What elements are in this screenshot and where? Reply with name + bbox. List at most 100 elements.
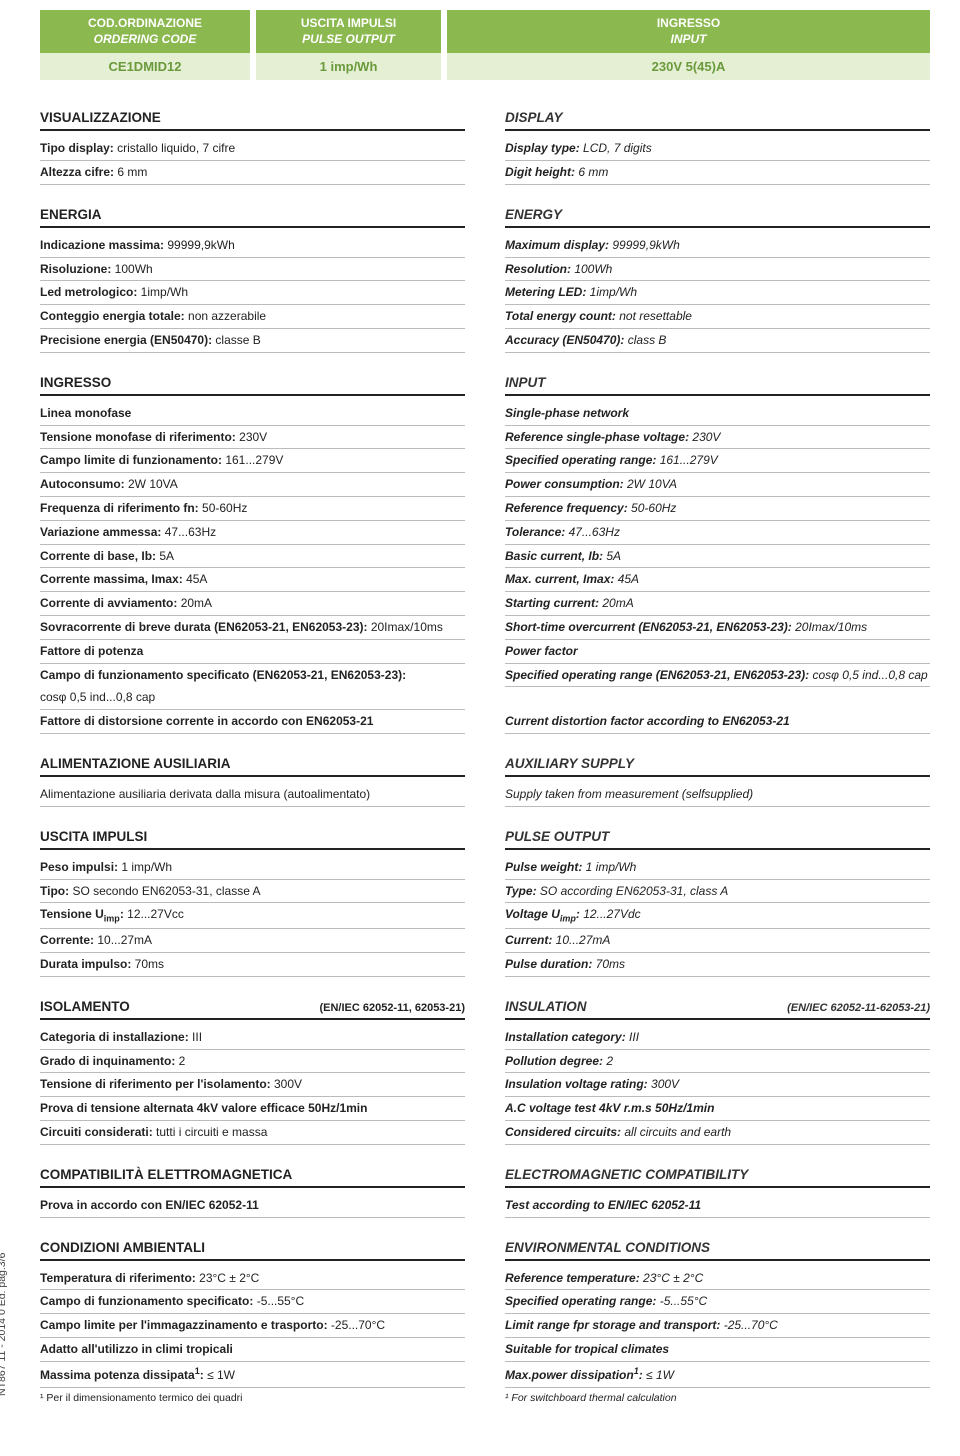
spec-section: ALIMENTAZIONE AUSILIARIAAlimentazione au… bbox=[40, 756, 465, 807]
section-heading: ALIMENTAZIONE AUSILIARIA bbox=[40, 756, 465, 777]
spec-value: 10...27mA bbox=[94, 933, 152, 947]
section-heading: COMPATIBILITÀ ELETTROMAGNETICA bbox=[40, 1167, 465, 1188]
spec-label: Tipo display: bbox=[40, 141, 114, 155]
spec-label: Specified operating range (EN62053-21, E… bbox=[505, 668, 809, 682]
spec-value: 99999,9kWh bbox=[164, 238, 235, 252]
spec-row: cosφ 0,5 ind...0,8 cap bbox=[40, 686, 465, 710]
spec-row: Categoria di installazione: III bbox=[40, 1026, 465, 1050]
spec-label: Fattore di distorsione corrente in accor… bbox=[40, 714, 373, 728]
spec-value: 2 bbox=[175, 1054, 185, 1068]
spec-label: Campo di funzionamento specificato (EN62… bbox=[40, 668, 406, 682]
spec-row: Risoluzione: 100Wh bbox=[40, 258, 465, 282]
header-table: COD.ORDINAZIONE ORDERING CODE CE1DMID12 … bbox=[40, 10, 930, 80]
spec-value: 1imp/Wh bbox=[586, 285, 637, 299]
spec-label: Single-phase network bbox=[505, 406, 629, 420]
spec-value: 1 imp/Wh bbox=[118, 860, 172, 874]
header-col-pulse: USCITA IMPULSI PULSE OUTPUT 1 imp/Wh bbox=[256, 10, 441, 80]
spec-value: tutti i circuiti e massa bbox=[153, 1125, 268, 1139]
section-heading: ISOLAMENTO(EN/IEC 62052-11, 62053-21) bbox=[40, 999, 465, 1020]
section-heading: INPUT bbox=[505, 375, 930, 396]
spec-row: Short-time overcurrent (EN62053-21, EN62… bbox=[505, 616, 930, 640]
spec-label: Adatto all'utilizzo in climi tropicali bbox=[40, 1342, 233, 1356]
spec-label: Linea monofase bbox=[40, 406, 131, 420]
header-value: 230V 5(45)A bbox=[447, 53, 930, 80]
section-heading: INGRESSO bbox=[40, 375, 465, 396]
spec-value: not resettable bbox=[616, 309, 692, 323]
spec-section: INSULATION(EN/IEC 62052-11-62053-21)Inst… bbox=[505, 999, 930, 1145]
spec-row: Adatto all'utilizzo in climi tropicali bbox=[40, 1338, 465, 1362]
section-note: (EN/IEC 62052-11-62053-21) bbox=[787, 1002, 930, 1014]
spec-row: Durata impulso: 70ms bbox=[40, 953, 465, 977]
spec-section: VISUALIZZAZIONETipo display: cristallo l… bbox=[40, 110, 465, 185]
spec-label: Tolerance: bbox=[505, 525, 565, 539]
spec-row: Pollution degree: 2 bbox=[505, 1050, 930, 1074]
spec-label: Tipo: bbox=[40, 884, 69, 898]
spec-row: Type: SO according EN62053-31, class A bbox=[505, 880, 930, 904]
spec-row: Temperatura di riferimento: 23°C ± 2°C bbox=[40, 1267, 465, 1291]
spec-value: 23°C ± 2°C bbox=[196, 1271, 260, 1285]
spec-value: 6 mm bbox=[114, 165, 147, 179]
spec-label: Circuiti considerati: bbox=[40, 1125, 153, 1139]
spec-row: Display type: LCD, 7 digits bbox=[505, 137, 930, 161]
spec-label: Pulse weight: bbox=[505, 860, 582, 874]
spec-label: Maximum display: bbox=[505, 238, 609, 252]
spec-row: Corrente: 10...27mA bbox=[40, 929, 465, 953]
spec-row: Pulse duration: 70ms bbox=[505, 953, 930, 977]
spec-label: Prova di tensione alternata 4kV valore e… bbox=[40, 1101, 367, 1115]
spec-value: 161...279V bbox=[222, 453, 283, 467]
spec-label: Considered circuits: bbox=[505, 1125, 621, 1139]
spec-section: ENERGIAIndicazione massima: 99999,9kWhRi… bbox=[40, 207, 465, 353]
spec-value: 23°C ± 2°C bbox=[640, 1271, 704, 1285]
spec-value: 5A bbox=[156, 549, 174, 563]
spec-label: Total energy count: bbox=[505, 309, 616, 323]
spec-row: Power factor bbox=[505, 640, 930, 664]
section-title: ENVIRONMENTAL CONDITIONS bbox=[505, 1240, 710, 1255]
spec-row: Autoconsumo: 2W 10VA bbox=[40, 473, 465, 497]
spec-row: Supply taken from measurement (selfsuppl… bbox=[505, 783, 930, 807]
spec-value: 45A bbox=[614, 572, 639, 586]
spec-value: 20Imax/10ms bbox=[368, 620, 443, 634]
spec-row: Corrente di avviamento: 20mA bbox=[40, 592, 465, 616]
spec-label: Metering LED: bbox=[505, 285, 586, 299]
spec-label: Temperatura di riferimento: bbox=[40, 1271, 196, 1285]
spec-row: Digit height: 6 mm bbox=[505, 161, 930, 185]
spec-value: III bbox=[189, 1030, 202, 1044]
section-title: ENERGY bbox=[505, 207, 562, 222]
spec-label: Conteggio energia totale: bbox=[40, 309, 185, 323]
spec-label: Suitable for tropical climates bbox=[505, 1342, 669, 1356]
spec-section: PULSE OUTPUTPulse weight: 1 imp/WhType: … bbox=[505, 829, 930, 977]
header-top: USCITA IMPULSI PULSE OUTPUT bbox=[256, 10, 441, 53]
spec-value: 47...63Hz bbox=[565, 525, 620, 539]
spec-value: 5A bbox=[603, 549, 621, 563]
section-heading: CONDIZIONI AMBIENTALI bbox=[40, 1240, 465, 1261]
header-value: CE1DMID12 bbox=[40, 53, 250, 80]
spec-value: 100Wh bbox=[111, 262, 152, 276]
header-label-it: COD.ORDINAZIONE bbox=[44, 16, 246, 32]
footnote: ¹ Per il dimensionamento termico dei qua… bbox=[40, 1388, 465, 1404]
spec-row: Variazione ammessa: 47...63Hz bbox=[40, 521, 465, 545]
footnote: ¹ For switchboard thermal calculation bbox=[505, 1388, 930, 1404]
spec-value: 10...27mA bbox=[552, 933, 610, 947]
spec-label: Corrente massima, Imax: bbox=[40, 572, 183, 586]
spec-value: 50-60Hz bbox=[628, 501, 677, 515]
spec-row: Conteggio energia totale: non azzerabile bbox=[40, 305, 465, 329]
section-title: VISUALIZZAZIONE bbox=[40, 110, 161, 125]
header-label-en: ORDERING CODE bbox=[44, 32, 246, 48]
spec-row: Indicazione massima: 99999,9kWh bbox=[40, 234, 465, 258]
section-heading: DISPLAY bbox=[505, 110, 930, 131]
spec-value: classe B bbox=[212, 333, 261, 347]
spec-row: Accuracy (EN50470): class B bbox=[505, 329, 930, 353]
spec-label: Power factor bbox=[505, 644, 578, 658]
spec-row: Campo limite di funzionamento: 161...279… bbox=[40, 449, 465, 473]
spec-label: Sovracorrente di breve durata (EN62053-2… bbox=[40, 620, 368, 634]
spec-section: INPUTSingle-phase networkReference singl… bbox=[505, 375, 930, 734]
spec-section: ISOLAMENTO(EN/IEC 62052-11, 62053-21) Cat… bbox=[40, 999, 465, 1145]
spec-value: SO secondo EN62053-31, classe A bbox=[69, 884, 260, 898]
spec-row: Circuiti considerati: tutti i circuiti e… bbox=[40, 1121, 465, 1145]
section-title: USCITA IMPULSI bbox=[40, 829, 147, 844]
spec-row: Maximum display: 99999,9kWh bbox=[505, 234, 930, 258]
header-col-ordering: COD.ORDINAZIONE ORDERING CODE CE1DMID12 bbox=[40, 10, 250, 80]
spec-label: Type: bbox=[505, 884, 537, 898]
spec-row: Campo di funzionamento specificato: -5..… bbox=[40, 1290, 465, 1314]
spec-label: Limit range fpr storage and transport: bbox=[505, 1318, 720, 1332]
